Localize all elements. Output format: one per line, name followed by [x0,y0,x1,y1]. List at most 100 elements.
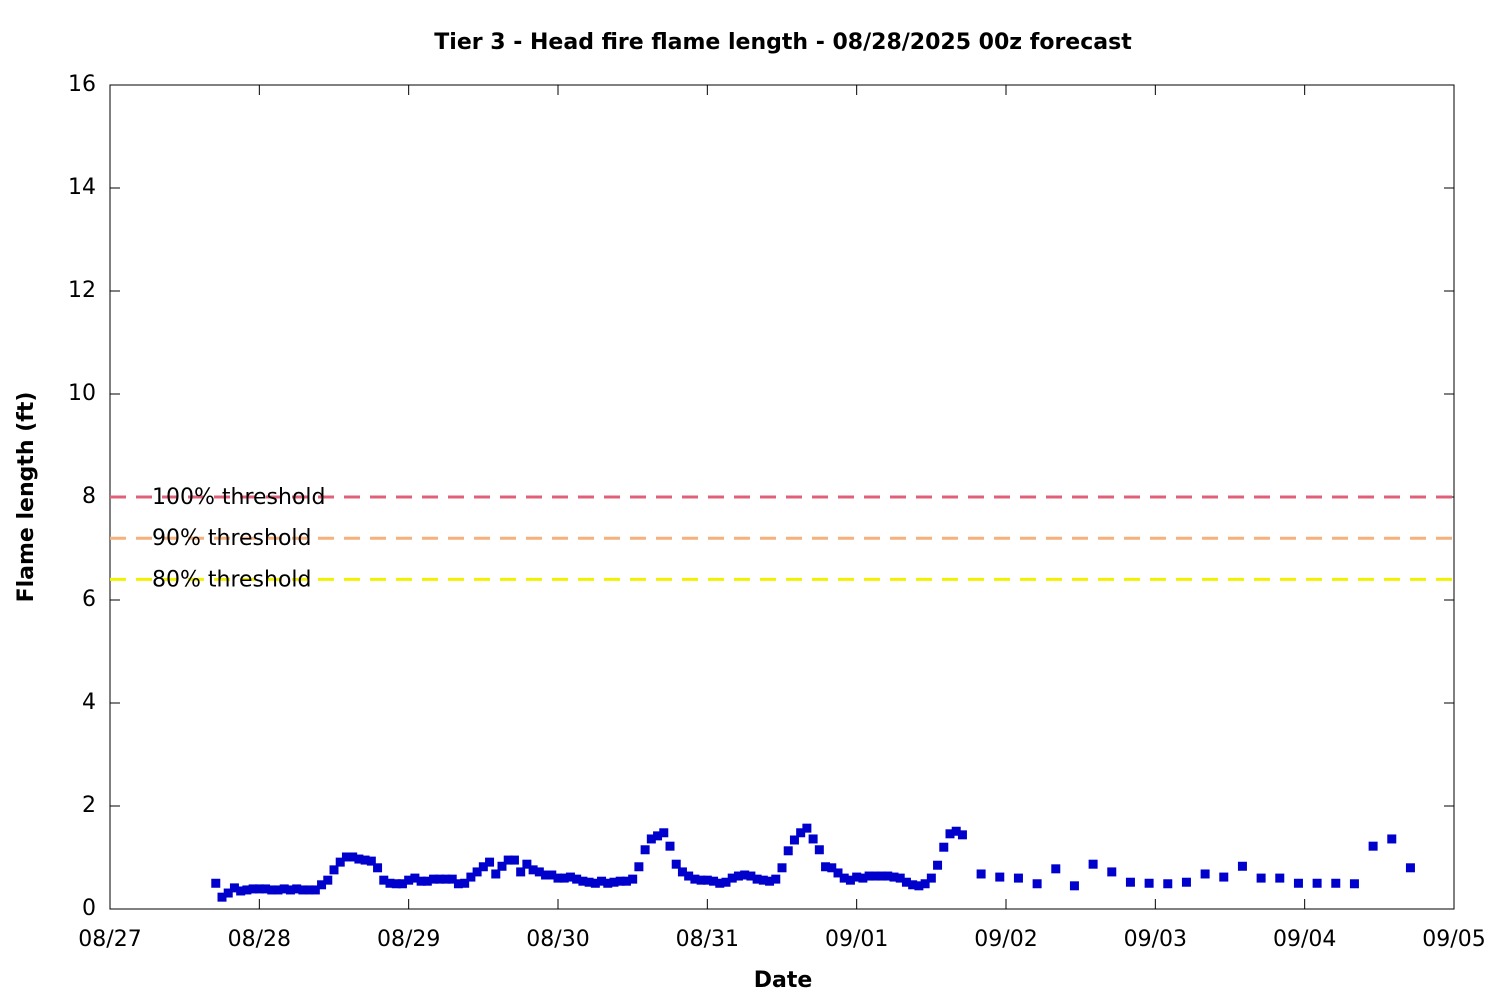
data-point [261,884,271,894]
data-point [895,873,905,883]
data-point [1256,873,1266,883]
data-point [814,845,824,855]
x-tick-label: 08/31 [676,927,739,952]
x-tick-label: 08/28 [228,927,291,952]
x-axis-label: Date [754,968,813,993]
y-tick-label: 0 [82,896,96,921]
data-point [839,873,849,883]
data-point [858,873,868,883]
data-point [410,873,420,883]
data-point [628,874,638,884]
data-point [229,883,239,893]
data-point [547,870,557,880]
y-tick-label: 16 [68,72,96,97]
data-point [603,878,613,888]
data-point [447,874,457,884]
x-tick-label: 09/02 [974,927,1037,952]
data-point [1200,869,1210,879]
data-point [789,835,799,845]
data-point [1051,864,1061,874]
data-point [285,885,295,895]
data-point [702,875,712,885]
data-point [267,885,277,895]
data-point [1349,879,1359,889]
data-point [441,874,451,884]
y-tick-label: 6 [82,587,96,612]
data-point [509,855,519,865]
data-point [572,874,582,884]
data-point [416,876,426,886]
data-point [653,831,663,841]
data-point [808,834,818,844]
data-point [609,877,619,887]
data-point [223,888,233,898]
y-tick-label: 4 [82,690,96,715]
data-point [236,886,246,896]
data-point [373,863,383,873]
data-point [945,829,955,839]
y-tick-label: 2 [82,793,96,818]
x-tick-label: 09/01 [825,927,888,952]
data-point [684,871,694,881]
data-point [1237,861,1247,871]
y-axis-label: Flame length (ft) [14,392,39,603]
data-point [883,871,893,881]
data-point [242,885,252,895]
data-point [833,868,843,878]
data-point [553,873,563,883]
data-point [485,857,495,867]
data-point [397,879,407,889]
data-point [273,885,283,895]
data-point [939,842,949,852]
data-point [534,867,544,877]
data-point [329,865,339,875]
data-point [621,876,631,886]
chart-title: Tier 3 - Head fire flame length - 08/28/… [434,30,1132,55]
data-point [733,871,743,881]
data-point [646,834,656,844]
data-point [1125,877,1135,887]
data-point [671,859,681,869]
data-point [1163,879,1173,889]
threshold-label: 90% threshold [152,526,312,551]
data-point [323,875,333,885]
data-point [254,884,264,894]
data-point [491,869,501,879]
data-point [590,878,600,888]
x-tick-label: 09/05 [1422,927,1485,952]
data-point [516,867,526,877]
data-point [298,885,308,895]
data-point [597,876,607,886]
data-point [341,852,351,862]
data-point [1331,878,1341,888]
data-point [317,880,327,890]
data-point [1088,859,1098,869]
data-point [478,862,488,872]
data-point [1144,878,1154,888]
data-point [541,870,551,880]
x-tick-label: 08/27 [78,927,141,952]
data-point [690,874,700,884]
data-point [615,876,625,886]
x-tick-label: 08/29 [377,927,440,952]
data-point [211,878,221,888]
data-point [1219,872,1229,882]
data-point [1181,877,1191,887]
data-point [914,881,924,891]
data-point [746,871,756,881]
x-tick-label: 09/04 [1273,927,1336,952]
data-point [665,841,675,851]
data-point [634,862,644,872]
data-point [559,873,569,883]
data-point [721,877,731,887]
data-point [304,885,314,895]
data-point [1387,834,1397,844]
data-point [889,872,899,882]
data-point [279,884,289,894]
data-point [920,879,930,889]
data-point [1275,873,1285,883]
data-point [870,871,880,881]
data-point [584,877,594,887]
